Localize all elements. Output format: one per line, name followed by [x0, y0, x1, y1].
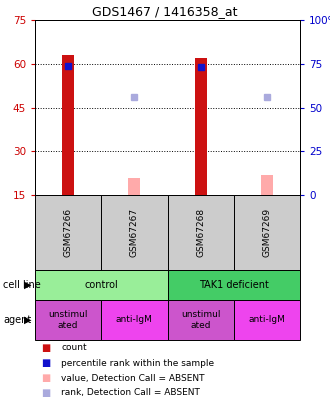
Text: ■: ■ — [42, 358, 51, 368]
Text: GSM67268: GSM67268 — [196, 208, 205, 257]
Text: anti-IgM: anti-IgM — [248, 315, 285, 324]
Text: GSM67266: GSM67266 — [64, 208, 73, 257]
Text: value, Detection Call = ABSENT: value, Detection Call = ABSENT — [61, 373, 205, 382]
Bar — [35, 300, 101, 340]
Text: control: control — [84, 280, 118, 290]
Bar — [101, 300, 168, 340]
Bar — [168, 195, 234, 270]
Bar — [62, 55, 74, 195]
Text: GSM67267: GSM67267 — [130, 208, 139, 257]
Bar — [261, 175, 273, 195]
Bar — [128, 177, 140, 195]
Text: unstimul
ated: unstimul ated — [49, 310, 88, 330]
Text: anti-IgM: anti-IgM — [116, 315, 153, 324]
Text: cell line: cell line — [3, 280, 41, 290]
Bar — [195, 58, 207, 195]
Bar — [35, 195, 101, 270]
Text: unstimul
ated: unstimul ated — [181, 310, 220, 330]
Text: ■: ■ — [42, 388, 51, 398]
Text: GDS1467 / 1416358_at: GDS1467 / 1416358_at — [92, 5, 238, 18]
Bar — [168, 270, 300, 300]
Text: count: count — [61, 343, 87, 352]
Text: ▶: ▶ — [24, 280, 32, 290]
Text: percentile rank within the sample: percentile rank within the sample — [61, 358, 214, 367]
Text: ■: ■ — [42, 343, 51, 353]
Bar — [234, 195, 300, 270]
Bar — [168, 300, 234, 340]
Bar — [234, 300, 300, 340]
Text: rank, Detection Call = ABSENT: rank, Detection Call = ABSENT — [61, 388, 200, 397]
Text: TAK1 deficient: TAK1 deficient — [199, 280, 269, 290]
Text: GSM67269: GSM67269 — [262, 208, 271, 257]
Text: agent: agent — [3, 315, 32, 325]
Bar — [35, 270, 168, 300]
Bar — [101, 195, 168, 270]
Text: ■: ■ — [42, 373, 51, 383]
Text: ▶: ▶ — [24, 315, 32, 325]
